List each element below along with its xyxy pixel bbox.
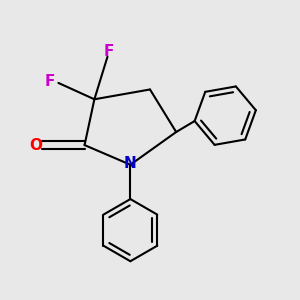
Text: F: F xyxy=(104,44,114,59)
Text: N: N xyxy=(124,156,137,171)
Text: O: O xyxy=(30,138,43,153)
Text: F: F xyxy=(45,74,56,89)
